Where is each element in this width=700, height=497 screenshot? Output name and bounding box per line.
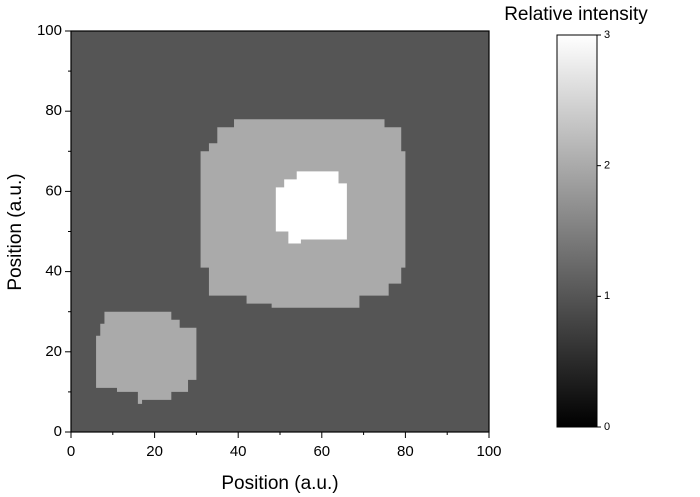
y-tick-label: 20 — [45, 343, 62, 360]
colorbar-label: Relative intensity — [504, 4, 648, 25]
colorbar-tick-label: 2 — [604, 160, 610, 172]
colorbar — [556, 34, 598, 428]
y-tick-label: 100 — [37, 22, 62, 39]
x-tick-label: 40 — [230, 443, 247, 460]
x-tick-label: 0 — [67, 443, 75, 460]
heatmap-region — [275, 171, 347, 244]
colorbar-tick-label: 0 — [604, 421, 610, 433]
colorbar-tick-label: 1 — [604, 290, 610, 302]
heatmap-region — [96, 311, 197, 404]
y-tick-label: 60 — [45, 182, 62, 199]
x-axis-label: Position (a.u.) — [221, 473, 338, 494]
colorbar-tick-label: 3 — [604, 29, 610, 41]
y-tick-label: 80 — [45, 102, 62, 119]
y-tick-label: 40 — [45, 263, 62, 280]
x-tick-label: 80 — [397, 443, 414, 460]
y-axis-label: Position (a.u.) — [5, 173, 26, 290]
x-tick-label: 100 — [476, 443, 501, 460]
y-tick-label: 0 — [54, 423, 62, 440]
x-tick-label: 60 — [313, 443, 330, 460]
x-tick-label: 20 — [146, 443, 163, 460]
